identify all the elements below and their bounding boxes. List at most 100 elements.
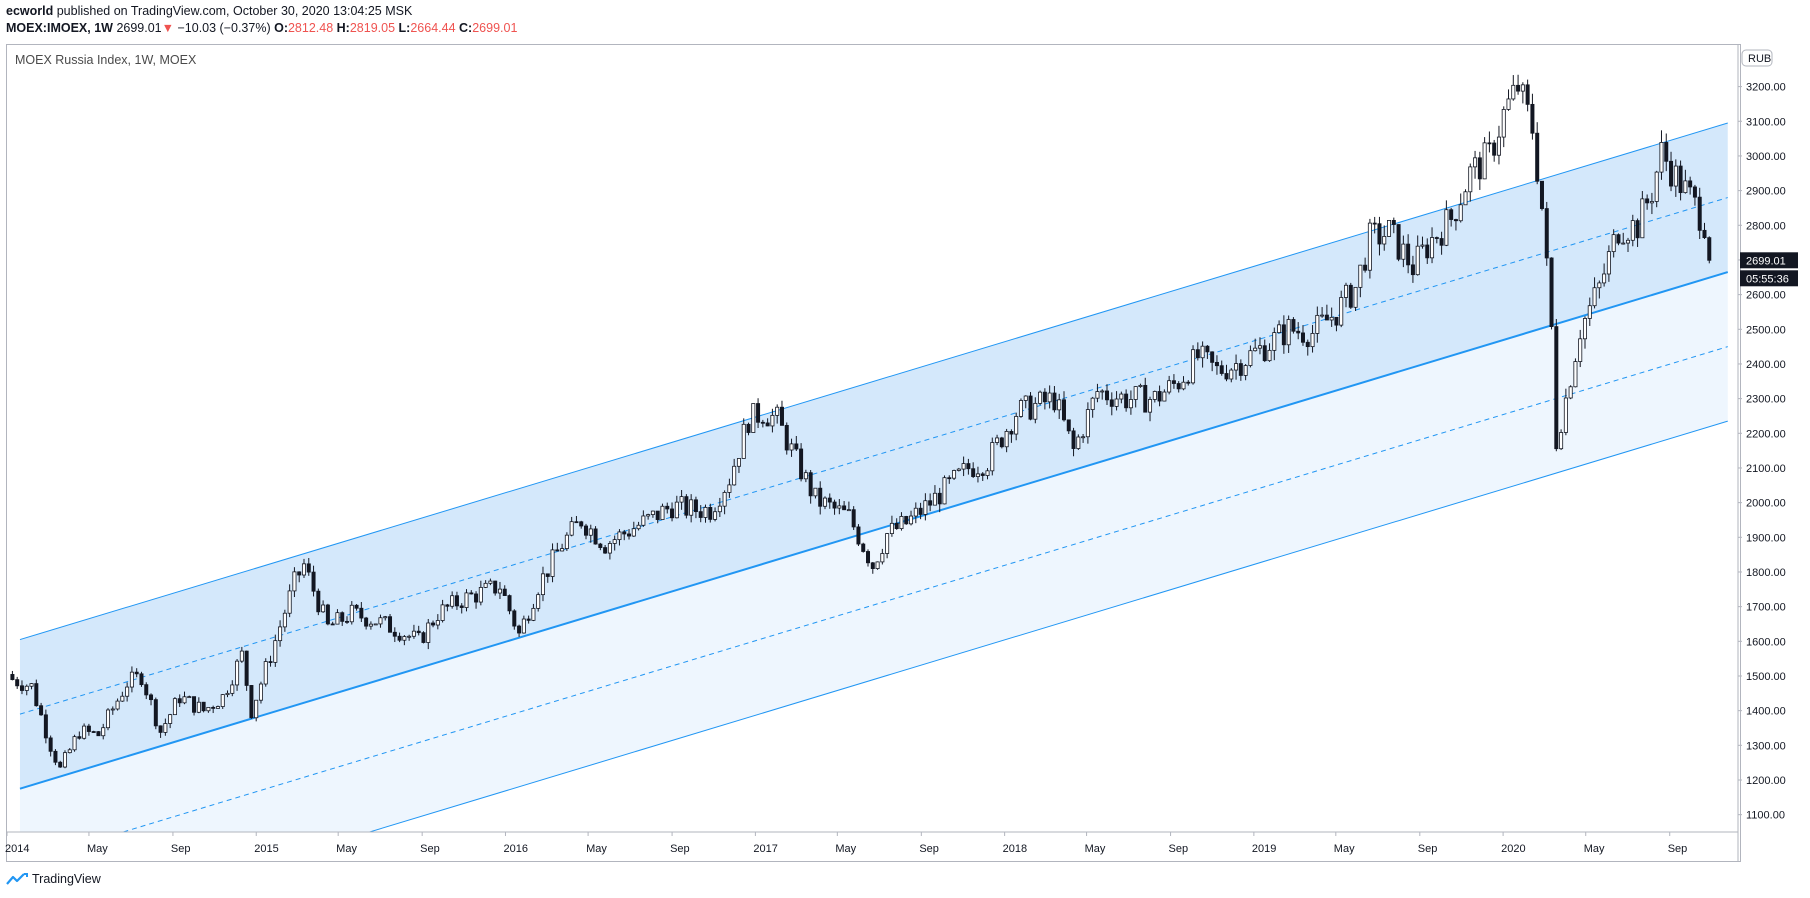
price-tick-label: 1600.00 — [1746, 636, 1786, 648]
candle-body — [1320, 314, 1325, 317]
candle-body — [1444, 209, 1449, 246]
chart-frame[interactable] — [6, 44, 1741, 862]
candle-body — [1482, 142, 1487, 180]
candle-body — [526, 618, 531, 621]
candle-body — [866, 551, 871, 564]
candle-body — [1071, 430, 1076, 449]
candle-body — [1334, 316, 1339, 326]
candle-body — [144, 684, 149, 696]
candle-body — [670, 508, 675, 519]
footer-brand-label: TradingView — [32, 872, 101, 886]
candle-body — [1076, 436, 1081, 449]
price-tick-label: 2300.00 — [1746, 394, 1786, 406]
candle-body — [1200, 345, 1205, 359]
candle-body — [187, 696, 192, 699]
candle-body — [411, 630, 416, 637]
time-tick-label: 2020 — [1501, 843, 1525, 855]
time-tick-label: Sep — [1418, 843, 1438, 855]
candle-body — [48, 737, 53, 752]
price-tick-label: 2200.00 — [1746, 428, 1786, 440]
candle-body — [665, 505, 670, 510]
author-name[interactable]: ecworld — [6, 4, 54, 18]
candle-body — [1344, 284, 1349, 298]
price-tick-label: 1800.00 — [1746, 567, 1786, 579]
candle-body — [1492, 142, 1497, 156]
candle-body — [1353, 286, 1358, 308]
candle-body — [383, 616, 388, 619]
candle-body — [177, 698, 182, 704]
candle-body — [488, 580, 493, 584]
price-tick-label: 2100.00 — [1746, 463, 1786, 475]
candle-body — [1124, 393, 1129, 409]
candle-body — [612, 539, 617, 544]
candle-body — [1018, 400, 1023, 417]
candle-body — [345, 620, 350, 623]
regression-channel[interactable] — [19, 122, 1729, 898]
candle-body — [870, 562, 875, 569]
time-tick-label: May — [1085, 843, 1106, 855]
candle-body — [1224, 373, 1229, 380]
candle-body — [1291, 319, 1296, 332]
candle-body — [1162, 391, 1167, 402]
candle-body — [880, 553, 885, 563]
candle-body — [517, 625, 522, 634]
candle-body — [1253, 347, 1258, 352]
candle-body — [359, 607, 364, 619]
candle-body — [1559, 432, 1564, 450]
candle-body — [1023, 395, 1028, 401]
channel-upper-mid-line — [19, 197, 1728, 715]
candle-body — [163, 723, 168, 733]
candle-body — [569, 521, 574, 536]
candle-body — [856, 526, 861, 545]
publish-info: ecworld published on TradingView.com, Oc… — [6, 4, 412, 18]
candle-body — [1554, 326, 1559, 450]
candle-body — [1654, 171, 1659, 202]
candle-body — [617, 531, 622, 541]
ohlc-summary: MOEX:IMOEX, 1W 2699.01▼ −10.03 (−0.37%) … — [6, 21, 517, 35]
price-tick-label: 2500.00 — [1746, 324, 1786, 336]
candle-body — [693, 499, 698, 513]
candle-body — [1597, 282, 1602, 289]
candle-body — [426, 622, 431, 643]
candle-body — [1587, 305, 1592, 319]
candle-body — [1391, 220, 1396, 225]
candle-body — [1669, 160, 1674, 187]
candle-body — [225, 692, 230, 696]
channel-lower-mid-line — [121, 346, 1728, 832]
candle-body — [392, 631, 397, 637]
candle-body — [1081, 436, 1086, 439]
candle-body — [947, 477, 952, 480]
candle-body — [861, 543, 866, 552]
candle-body — [703, 507, 708, 518]
candle-body — [72, 736, 77, 751]
candle-body — [1415, 245, 1420, 276]
candle-body — [1496, 136, 1501, 156]
candle-body — [689, 499, 694, 516]
candle-body — [106, 709, 111, 729]
candle-body — [1195, 349, 1200, 359]
candle-body — [885, 533, 890, 554]
candle-body — [622, 531, 627, 535]
candle-body — [732, 465, 737, 486]
candle-body — [1645, 198, 1650, 204]
price-tick-label: 2400.00 — [1746, 359, 1786, 371]
candle-body — [268, 661, 273, 663]
candle-body — [139, 673, 144, 686]
candle-body — [1042, 391, 1047, 403]
candle-body — [1425, 244, 1430, 259]
candle-body — [822, 497, 827, 507]
footer-brand[interactable]: TradingView — [6, 872, 101, 886]
candle-body — [125, 686, 130, 697]
candle-body — [340, 612, 345, 622]
candle-body — [62, 752, 67, 768]
candle-body — [1315, 314, 1320, 334]
candle-body — [1229, 369, 1234, 380]
candle-body — [86, 725, 91, 732]
candle-body — [1530, 103, 1535, 134]
price-axis[interactable]: 1100.00 1200.00 1300.00 1400.00 1500.00 1600.… — [1738, 49, 1786, 822]
candle-body — [1339, 297, 1344, 326]
candle-body — [1511, 84, 1516, 100]
time-axis[interactable]: 2014 May Sep 2015 May Sep 2016 May Sep 2017 May Sep… — [5, 832, 1687, 855]
candle-body — [254, 699, 259, 719]
